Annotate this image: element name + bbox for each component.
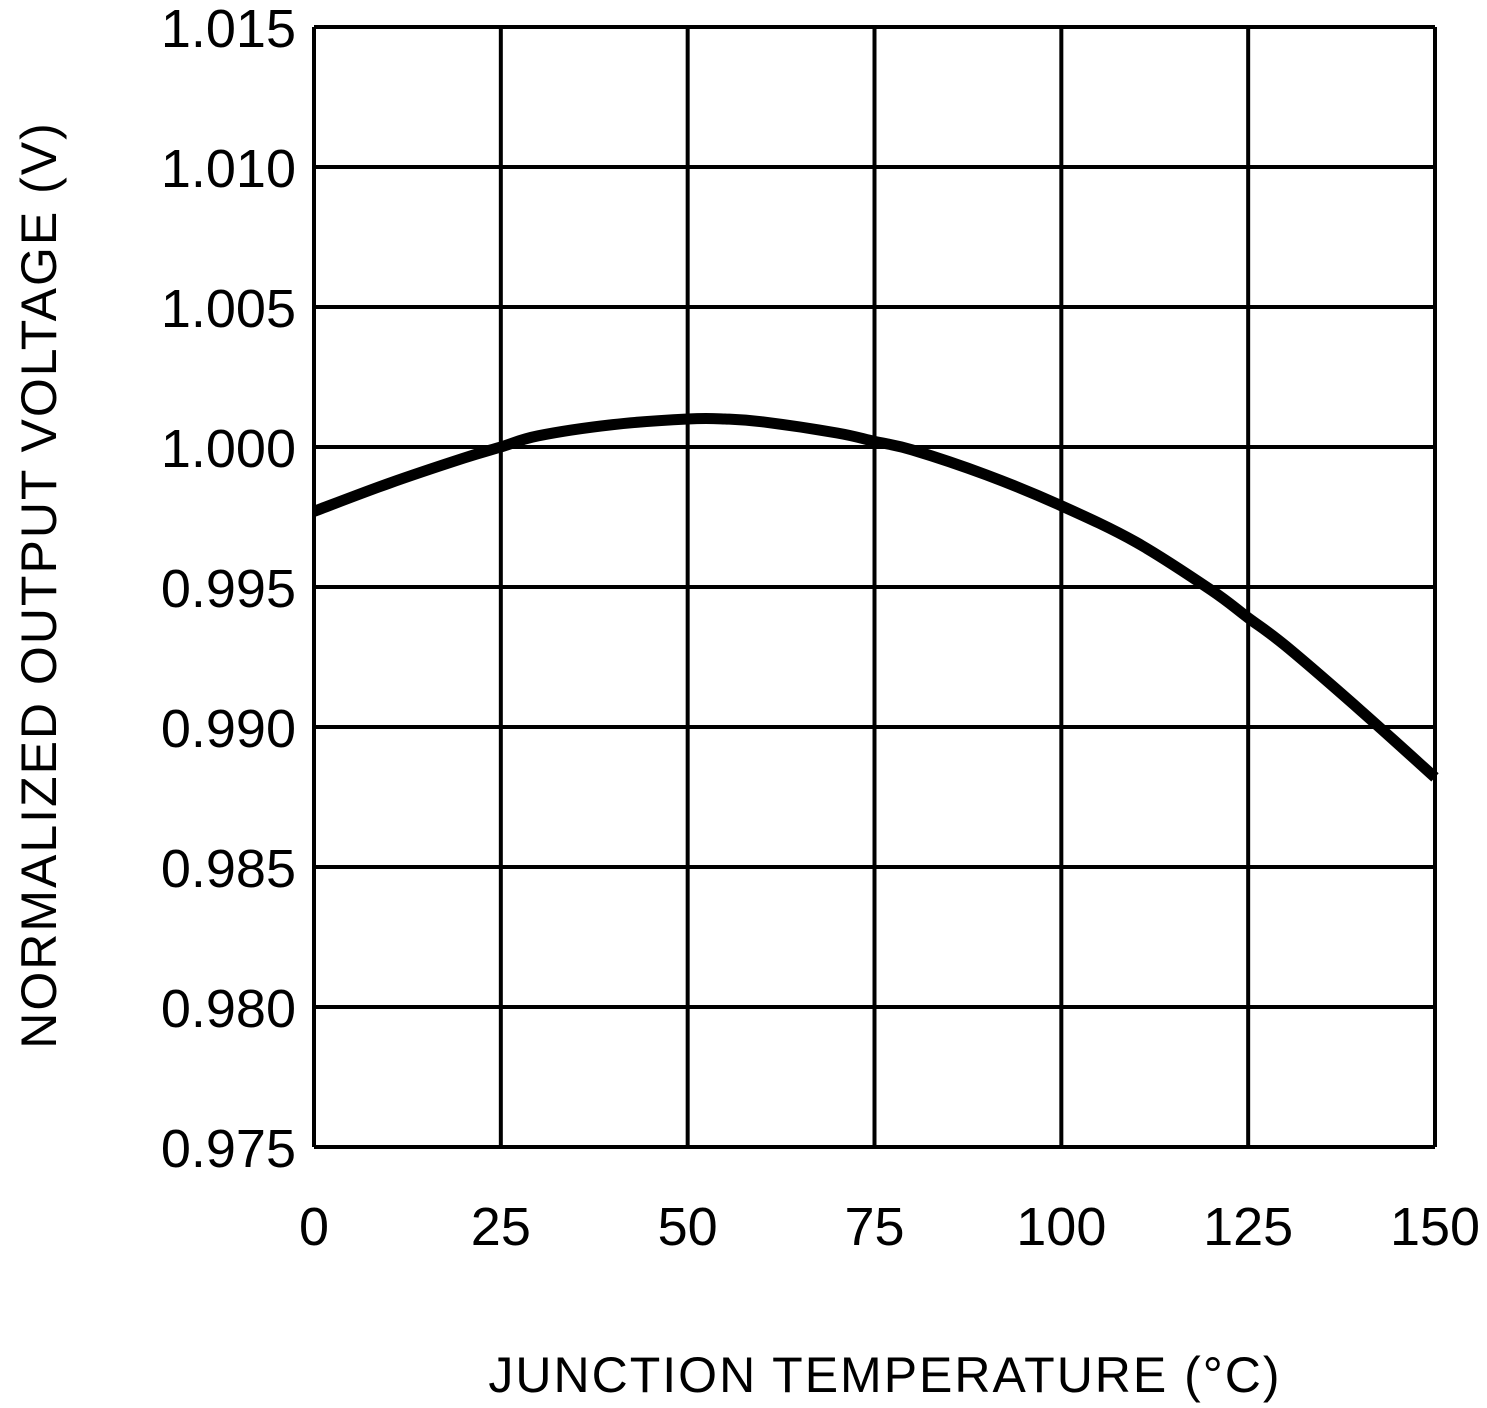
y-tick-label: 0.995 [161,559,296,619]
series-line [312,412,1439,782]
y-tick-label: 1.015 [161,0,296,59]
x-tick-label: 75 [844,1197,904,1257]
x-axis-title: JUNCTION TEMPERATURE (°C) [488,1347,1281,1403]
y-axis-title: NORMALIZED OUTPUT VOLTAGE (V) [11,121,67,1049]
y-tick-label: 1.005 [161,279,296,339]
y-tick-label: 0.990 [161,699,296,759]
x-tick-label: 150 [1390,1197,1480,1257]
grid [312,25,1437,1149]
x-tick-label: 125 [1203,1197,1293,1257]
y-tick-label: 0.975 [161,1119,296,1179]
x-tick-label: 50 [658,1197,718,1257]
y-tick-label: 1.010 [161,139,296,199]
tick-labels: 0 25 50 75 100 125 150 0.975 0.980 0.985 0.990 0.99… [161,0,1480,1257]
x-tick-label: 0 [299,1197,329,1257]
x-tick-label: 100 [1016,1197,1106,1257]
y-tick-label: 1.000 [161,419,296,479]
x-tick-label: 25 [471,1197,531,1257]
y-tick-label: 0.980 [161,979,296,1039]
y-tick-label: 0.985 [161,839,296,899]
series-layer [312,412,1439,782]
